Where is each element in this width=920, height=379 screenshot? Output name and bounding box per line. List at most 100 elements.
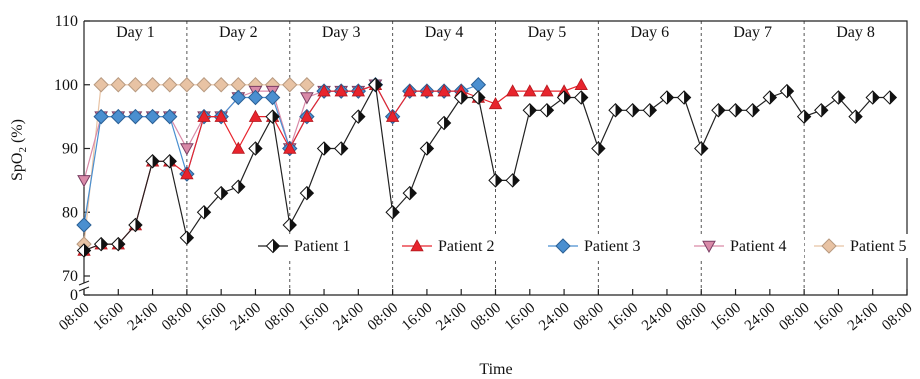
x-tick-label: 24:00 xyxy=(536,300,572,334)
data-point xyxy=(625,103,640,118)
data-point xyxy=(162,108,178,125)
data-point xyxy=(539,103,555,118)
data-point xyxy=(77,175,91,188)
legend: Patient 1 Patient 2 Patient 3 Patient 4 Pati… xyxy=(252,234,920,258)
data-point xyxy=(93,108,109,125)
data-point xyxy=(334,84,348,97)
day-label: Day 6 xyxy=(630,24,669,41)
legend-label: Patient 3 xyxy=(584,238,640,255)
data-point xyxy=(882,90,898,105)
x-tick-label: 16:00 xyxy=(811,300,847,334)
data-point xyxy=(213,185,229,201)
x-tick-label: 24:00 xyxy=(845,300,881,334)
legend-marker xyxy=(821,238,837,254)
x-tick-label: 24:00 xyxy=(639,300,675,334)
day-label: Day 3 xyxy=(322,24,361,41)
day-label: Day 1 xyxy=(116,24,155,41)
data-point xyxy=(403,84,417,97)
legend-label: Patient 5 xyxy=(850,238,906,255)
x-tick-label: 16:00 xyxy=(502,300,538,334)
data-point xyxy=(436,115,452,131)
data-point xyxy=(76,243,92,258)
data-point xyxy=(265,109,280,124)
data-point xyxy=(454,90,469,105)
data-point xyxy=(110,108,126,125)
data-point xyxy=(522,103,537,118)
data-point xyxy=(144,77,161,93)
x-tick-label: 08:00 xyxy=(159,300,195,334)
data-point xyxy=(385,205,400,220)
data-point xyxy=(333,141,349,156)
data-point xyxy=(574,90,589,105)
x-tick-label: 08:00 xyxy=(262,300,298,334)
data-point xyxy=(796,109,812,124)
data-point xyxy=(574,77,588,90)
data-point xyxy=(247,89,264,106)
data-point xyxy=(540,84,554,97)
legend-item: Patient 4 xyxy=(688,234,804,258)
data-point xyxy=(368,77,383,92)
data-point xyxy=(523,84,537,97)
data-point xyxy=(694,141,709,156)
data-point xyxy=(779,83,795,99)
data-point xyxy=(848,109,863,124)
legend-marker xyxy=(410,239,424,252)
legend-marker xyxy=(702,240,716,254)
data-point xyxy=(76,217,92,233)
data-point xyxy=(127,77,144,93)
data-point xyxy=(831,90,846,105)
data-point xyxy=(196,77,212,93)
data-point xyxy=(865,90,880,105)
data-point xyxy=(745,103,760,118)
data-point xyxy=(419,141,435,156)
data-point xyxy=(213,77,229,93)
x-tick-label: 16:00 xyxy=(90,300,126,334)
data-point xyxy=(300,109,314,122)
data-point xyxy=(179,77,195,93)
data-point xyxy=(128,217,143,233)
data-point xyxy=(728,103,743,118)
day-label: Day 4 xyxy=(425,24,464,41)
y-tick-label: 0 xyxy=(70,287,78,304)
x-tick-label: 08:00 xyxy=(776,300,812,334)
series-patient-2 xyxy=(77,77,588,256)
data-point xyxy=(93,236,109,252)
data-point xyxy=(197,109,211,122)
data-point xyxy=(162,154,177,169)
data-point xyxy=(127,108,144,125)
x-tick-label: 16:00 xyxy=(296,300,332,334)
data-point xyxy=(488,173,503,188)
legend-label: Patient 4 xyxy=(730,238,786,255)
data-point xyxy=(505,173,520,188)
data-point xyxy=(420,84,434,97)
data-point xyxy=(282,77,298,93)
x-tick-label: 08:00 xyxy=(673,300,709,334)
legend-label: Patient 2 xyxy=(438,238,494,255)
data-point xyxy=(180,167,194,180)
x-tick-label: 16:00 xyxy=(193,300,229,334)
data-point xyxy=(230,77,247,93)
data-point xyxy=(676,90,692,105)
legend-item: Patient 2 xyxy=(396,234,512,258)
data-point xyxy=(93,77,109,93)
series-line xyxy=(83,84,479,226)
day-label: Day 7 xyxy=(733,24,772,41)
y-tick-label: 70 xyxy=(62,268,78,285)
x-tick-label: 08:00 xyxy=(879,300,915,334)
data-point xyxy=(299,77,315,93)
data-point xyxy=(196,205,212,220)
data-point xyxy=(385,109,400,122)
data-point xyxy=(214,109,228,122)
x-tick-label: 24:00 xyxy=(125,300,161,334)
data-point xyxy=(402,185,417,201)
x-tick-label: 08:00 xyxy=(365,300,401,334)
data-point xyxy=(283,141,297,154)
data-point xyxy=(642,103,658,118)
data-point xyxy=(591,141,606,156)
data-point xyxy=(248,109,263,122)
data-point xyxy=(110,77,126,93)
legend-marker xyxy=(555,238,571,254)
x-tick-label: 16:00 xyxy=(605,300,641,334)
data-point xyxy=(608,103,623,118)
